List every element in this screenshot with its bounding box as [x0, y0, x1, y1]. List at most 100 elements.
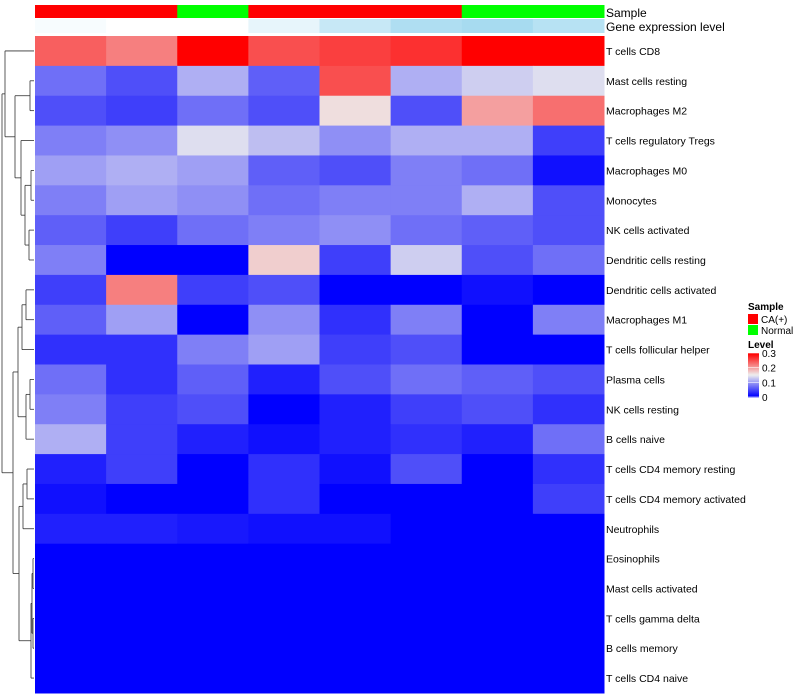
heatmap-cell: [177, 513, 249, 545]
heatmap-cell: [461, 185, 534, 216]
expression-annotation-cell: [248, 19, 320, 33]
heatmap-cell: [461, 513, 534, 545]
heatmap-cell: [319, 65, 392, 97]
legend-level-gradient-step: [748, 392, 759, 395]
heatmap-cells: [35, 36, 605, 694]
heatmap-cell: [177, 65, 249, 97]
heatmap-cell: [35, 125, 107, 156]
heatmap-cell: [319, 364, 392, 395]
sample-annotation-cell: [35, 5, 107, 18]
heatmap-cell: [35, 543, 107, 575]
heatmap-cell: [248, 334, 320, 365]
legend-level-tick-label: 0: [762, 393, 768, 404]
heatmap-cell: [461, 573, 534, 604]
heatmap-cell: [248, 36, 320, 67]
sample-annotation-cell: [177, 5, 249, 18]
row-label: Monocytes: [606, 195, 657, 207]
heatmap-cell: [248, 185, 320, 216]
legend-level-gradient-step: [748, 382, 759, 385]
heatmap-cell: [390, 245, 463, 276]
heatmap-cell: [532, 483, 605, 515]
heatmap-cell: [177, 36, 249, 67]
sample-annotation-cell: [106, 5, 178, 18]
heatmap-cell: [248, 543, 320, 575]
heatmap-cell: [177, 274, 249, 306]
legend-level-gradient-step: [748, 365, 759, 367]
heatmap-cell: [319, 334, 392, 365]
legend-level-title: Level: [748, 340, 774, 351]
legend-level-gradient-step: [748, 383, 759, 386]
legend-level-gradient-step: [748, 375, 759, 377]
row-label: Macrophages M1: [606, 315, 687, 327]
legend-level-gradient-step: [748, 368, 759, 371]
heatmap-cell: [248, 394, 320, 425]
legend-level-tick-label: 0.1: [762, 378, 776, 389]
heatmap-cell: [35, 364, 107, 395]
heatmap-cell: [461, 274, 534, 306]
legend-level-gradient-step: [748, 376, 759, 378]
heatmap-cell: [177, 483, 249, 515]
heatmap-cell: [461, 633, 534, 664]
heatmap-cell: [390, 663, 463, 694]
row-labels: T cells CD8 Mast cells resting Macrophages…: [606, 46, 746, 685]
heatmap-cell: [390, 394, 463, 425]
row-label: T cells CD4 naive: [606, 673, 688, 685]
legend-level-gradient-step: [748, 355, 759, 357]
heatmap-cell: [532, 663, 605, 694]
heatmap-cell: [319, 95, 392, 127]
row-label: B cells memory: [606, 643, 679, 655]
legend-level-gradient-step: [748, 364, 759, 366]
legend-level-gradient-step: [748, 389, 759, 391]
heatmap-cell: [319, 36, 392, 67]
heatmap-cell: [35, 185, 107, 216]
heatmap-cell: [532, 155, 605, 186]
legend-sample-label: CA(+): [761, 315, 787, 326]
heatmap-cell: [532, 543, 605, 575]
sample-annotation-cell: [532, 5, 605, 18]
legend-level-tick-label: 0.3: [762, 349, 776, 360]
heatmap-cell: [248, 125, 320, 156]
legend-level-gradient-step: [748, 356, 759, 358]
heatmap-cell: [177, 454, 249, 485]
heatmap-cell: [177, 573, 249, 604]
sample-annotation-cell: [390, 5, 463, 18]
heatmap-cell: [106, 334, 178, 365]
legend-level-gradient-step: [748, 386, 759, 388]
expression-annotation-cell: [35, 19, 107, 33]
heatmap-cell: [532, 36, 605, 67]
heatmap-cell: [390, 274, 463, 306]
heatmap-cell: [319, 394, 392, 425]
sample-annotation-cell: [319, 5, 392, 18]
heatmap-cell: [106, 125, 178, 156]
heatmap-cell: [106, 424, 178, 455]
heatmap-cell: [532, 454, 605, 485]
heatmap-cell: [248, 274, 320, 306]
heatmap-cell: [461, 155, 534, 186]
heatmap-cell: [35, 483, 107, 515]
row-label: Eosinophils: [606, 554, 660, 566]
heatmap-cell: [248, 513, 320, 545]
row-label: Macrophages M0: [606, 165, 687, 177]
legend-level-gradient-step: [748, 362, 759, 365]
legend-level-gradient-step: [748, 361, 759, 364]
row-label: Mast cells resting: [606, 76, 687, 88]
sample-annotation-cell: [461, 5, 534, 18]
legend-level-gradient-step: [748, 387, 759, 389]
heatmap-cell: [106, 274, 178, 306]
heatmap-cell: [106, 513, 178, 545]
legend-level-gradient-step: [748, 371, 759, 374]
legend-level-scale: 0.3 0.2 0.1 0: [748, 349, 776, 404]
heatmap-cell: [319, 185, 392, 216]
heatmap-cell: [35, 573, 107, 604]
heatmap-cell: [248, 215, 320, 246]
heatmap-cell: [319, 304, 392, 336]
heatmap-cell: [248, 95, 320, 127]
legend-level-gradient-step: [748, 360, 759, 363]
heatmap-cell: [319, 424, 392, 455]
heatmap-cell: [532, 424, 605, 455]
legend-level-gradient-step: [748, 377, 759, 379]
heatmap-cell: [319, 663, 392, 694]
heatmap-cell: [390, 155, 463, 186]
heatmap-cell: [35, 394, 107, 425]
heatmap-cell: [319, 215, 392, 246]
